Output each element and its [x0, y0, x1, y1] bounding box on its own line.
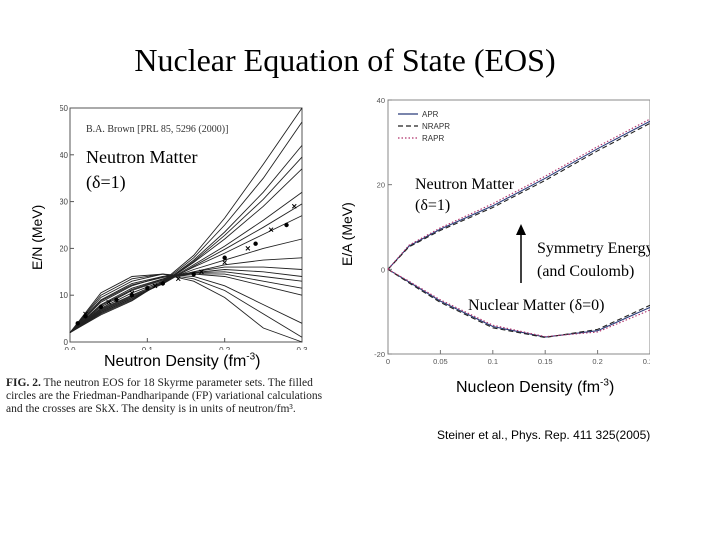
right-y-tick-label: 0 [381, 265, 385, 274]
left-x-tick-label: 0.2 [219, 346, 231, 350]
right-x-tick-label: 0 [386, 357, 390, 366]
right-x-tick-label: 0.15 [538, 357, 553, 366]
figure-caption: FIG. 2. The neutron EOS for 18 Skyrme pa… [6, 377, 328, 416]
left-series-line [69, 156, 303, 333]
left-x-axis-label-text: Neutron Density (fm-3) [104, 352, 261, 371]
right-series-nuclear-line [387, 268, 650, 338]
left-fp-point [284, 222, 289, 228]
left-fp-point [129, 293, 135, 298]
left-skx-point [106, 299, 112, 305]
right-legend-label: APR [422, 110, 439, 119]
right-y-tick-label: 20 [377, 181, 385, 190]
right-series-nuclear-line [387, 268, 650, 339]
slide-title: Nuclear Equation of State (EOS) [134, 42, 556, 78]
left-skx-point [245, 246, 251, 251]
left-series-line [69, 203, 303, 333]
left-y-tick-label: 0 [64, 338, 69, 347]
left-fp-point [253, 241, 258, 246]
left-fp-point [222, 255, 227, 260]
left-y-tick-label: 10 [60, 291, 69, 300]
right-series-nuclear-line [387, 268, 650, 338]
left-skx-point [268, 227, 274, 233]
right-x-axis-label: Nucleon Density (fm-3) [456, 378, 614, 397]
left-y-tick-label: 40 [60, 151, 69, 160]
left-y-tick-label: 30 [60, 198, 69, 207]
left-y-tick-label: 50 [60, 104, 69, 113]
right-x-tick-label: 0.2 [592, 357, 602, 366]
left-fp-point [114, 297, 119, 303]
right-annotation-neutron: Neutron Matter [415, 176, 515, 193]
left-x-axis-label: Neutron Density (fm-3) [104, 352, 261, 371]
left-fp-point [145, 285, 150, 291]
right-chart: 00.050.10.150.20.25-2002040APRNRAPRRAPRN… [374, 96, 650, 366]
citation: Steiner et al., Phys. Rep. 411 325(2005) [437, 428, 651, 442]
right-legend-label: NRAPR [422, 122, 450, 131]
right-x-tick-label: 0.05 [433, 357, 448, 366]
left-skx-point [175, 276, 181, 282]
left-series-line [69, 107, 303, 333]
right-legend-label: RAPR [422, 134, 444, 143]
left-fp-point [98, 304, 104, 310]
left-skx-point [291, 203, 297, 209]
caption-label: FIG. 2. [6, 377, 41, 389]
left-series-line [69, 121, 303, 333]
left-annotation-delta: (δ=1) [86, 172, 126, 193]
right-annotation-nuclear: Nuclear Matter (δ=0) [468, 297, 605, 314]
right-x-axis-label-text: Nucleon Density (fm-3) [456, 378, 615, 397]
left-fp-point [191, 271, 196, 277]
right-series-neutron-line [387, 122, 650, 270]
left-panel-label: B.A. Brown [PRL 85, 5296 (2000)] [86, 124, 228, 135]
left-skx-point [129, 290, 135, 296]
left-x-tick-label: 0.3 [296, 346, 308, 350]
left-fp-point [75, 321, 80, 326]
right-series-neutron-line [387, 120, 650, 270]
right-annotation-neutron-delta: (δ=1) [415, 197, 450, 214]
left-skx-point [152, 283, 158, 289]
left-x-tick-label: 0.1 [142, 346, 154, 350]
left-annotation: Neutron Matter [86, 147, 197, 167]
left-series-line [69, 191, 303, 333]
right-plot-frame [387, 99, 650, 355]
left-skx-point [83, 311, 88, 317]
right-y-tick-label: 40 [377, 96, 385, 105]
right-x-tick-label: 0.1 [488, 357, 498, 366]
caption-text: The neutron EOS for 18 Skyrme parameter … [6, 377, 323, 415]
left-skx-point [222, 260, 228, 265]
left-series-line [69, 273, 303, 343]
right-annotation-symmetry: Symmetry Energy [537, 240, 650, 257]
left-chart: 0.0 0.1 0.2 0.3 0 10 20 30 40 50 B.A. Brown [PRL 8… [60, 104, 308, 350]
right-arrow-head [516, 224, 526, 235]
left-skx-point [199, 269, 204, 275]
left-x-tick-label: 0.0 [64, 346, 76, 350]
left-y-axis-label: E/N (MeV) [29, 204, 45, 270]
left-fp-point [83, 314, 88, 319]
left-fp-point [160, 281, 165, 286]
left-series-line [69, 269, 303, 333]
right-x-tick-label: 0.25 [643, 357, 650, 366]
right-y-tick-label: -20 [374, 350, 385, 359]
right-y-axis-label: E/A (MeV) [339, 202, 355, 266]
right-series-neutron-line [387, 118, 650, 270]
right-annotation-coulomb: (and Coulomb) [537, 263, 634, 280]
left-y-tick-label: 20 [60, 244, 69, 253]
